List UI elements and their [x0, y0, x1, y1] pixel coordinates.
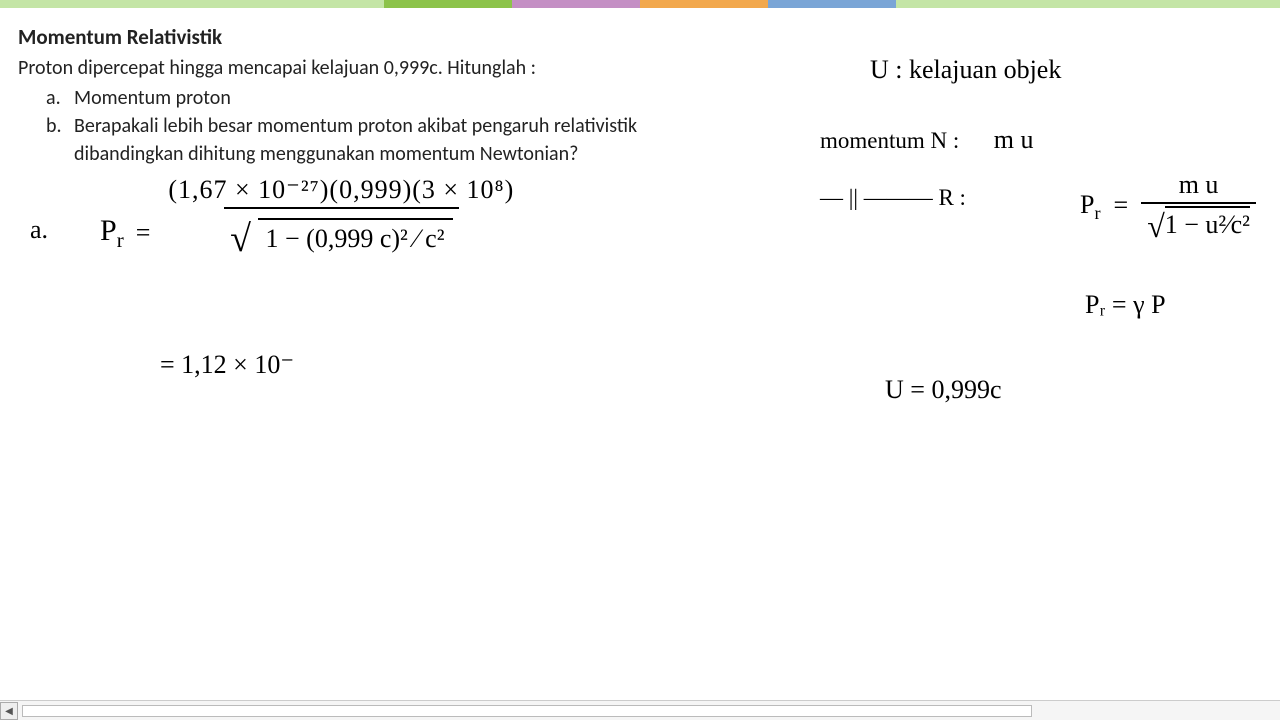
hw-num: m u	[1173, 170, 1225, 202]
problem-intro: Proton dipercepat hingga mencapai kelaju…	[18, 54, 1262, 82]
hw-main-fraction: (1,67 × 10⁻²⁷)(0,999)(3 × 10⁸) √ 1 − (0,…	[162, 175, 520, 261]
hw-answer-a-label: a.	[30, 215, 48, 245]
hw-u-definition: U : kelajuan objek	[870, 55, 1061, 85]
item-text: Momentum proton	[74, 84, 231, 112]
hw-pr-formula: Pr = m u √1 − u²⁄c²	[1080, 170, 1256, 245]
list-item: b. Berapakali lebih besar momentum proto…	[46, 112, 1262, 168]
list-item: a. Momentum proton	[46, 84, 1262, 112]
scroll-left-button[interactable]: ◀	[0, 702, 18, 720]
hw-u-value: U = 0,999c	[885, 375, 1001, 405]
hw-den-inner: 1 − u²⁄c²	[1165, 206, 1250, 240]
bar-seg	[768, 0, 896, 8]
page-title: Momentum Relativistik	[18, 24, 1262, 50]
hw-den-content: 1 − (0,999 c)² ⁄ c²	[258, 218, 453, 254]
bar-seg	[640, 0, 768, 8]
bar-seg	[896, 0, 1280, 8]
hw-value: m u	[994, 125, 1034, 154]
hw-answer-result: = 1,12 × 10⁻	[160, 350, 294, 380]
bar-seg	[0, 0, 384, 8]
item-marker: b.	[46, 112, 74, 168]
problem-list: a. Momentum proton b. Berapakali lebih b…	[46, 84, 1262, 168]
item-marker: a.	[46, 84, 74, 112]
hw-equals: =	[136, 218, 151, 248]
hw-pr: Pr	[1080, 190, 1101, 219]
hw-pr-var: Pr	[100, 214, 124, 253]
hw-momentum-n: momentum N : m u	[820, 125, 1034, 155]
top-color-bar	[0, 0, 1280, 8]
hw-denominator: √ 1 − (0,999 c)² ⁄ c²	[224, 207, 458, 261]
item-text: Berapakali lebih besar momentum proton a…	[74, 112, 714, 168]
hw-answer-equation: Pr = (1,67 × 10⁻²⁷)(0,999)(3 × 10⁸) √ 1 …	[100, 175, 520, 261]
bar-seg	[384, 0, 512, 8]
hw-fraction: m u √1 − u²⁄c²	[1141, 170, 1256, 245]
hw-momentum-r-row: — || ——— R :	[820, 185, 966, 211]
content-area: Momentum Relativistik Proton dipercepat …	[18, 24, 1262, 168]
scroll-track[interactable]	[22, 705, 1032, 717]
scrollbar[interactable]: ◀	[0, 700, 1280, 720]
bar-seg	[512, 0, 640, 8]
hw-label: momentum N :	[820, 128, 959, 153]
hw-pr-gamma: Pᵣ = γ P	[1085, 290, 1166, 320]
hw-numerator: (1,67 × 10⁻²⁷)(0,999)(3 × 10⁸)	[162, 175, 520, 207]
hw-den: √1 − u²⁄c²	[1141, 202, 1256, 245]
hw-label: — || ——— R :	[820, 185, 966, 210]
